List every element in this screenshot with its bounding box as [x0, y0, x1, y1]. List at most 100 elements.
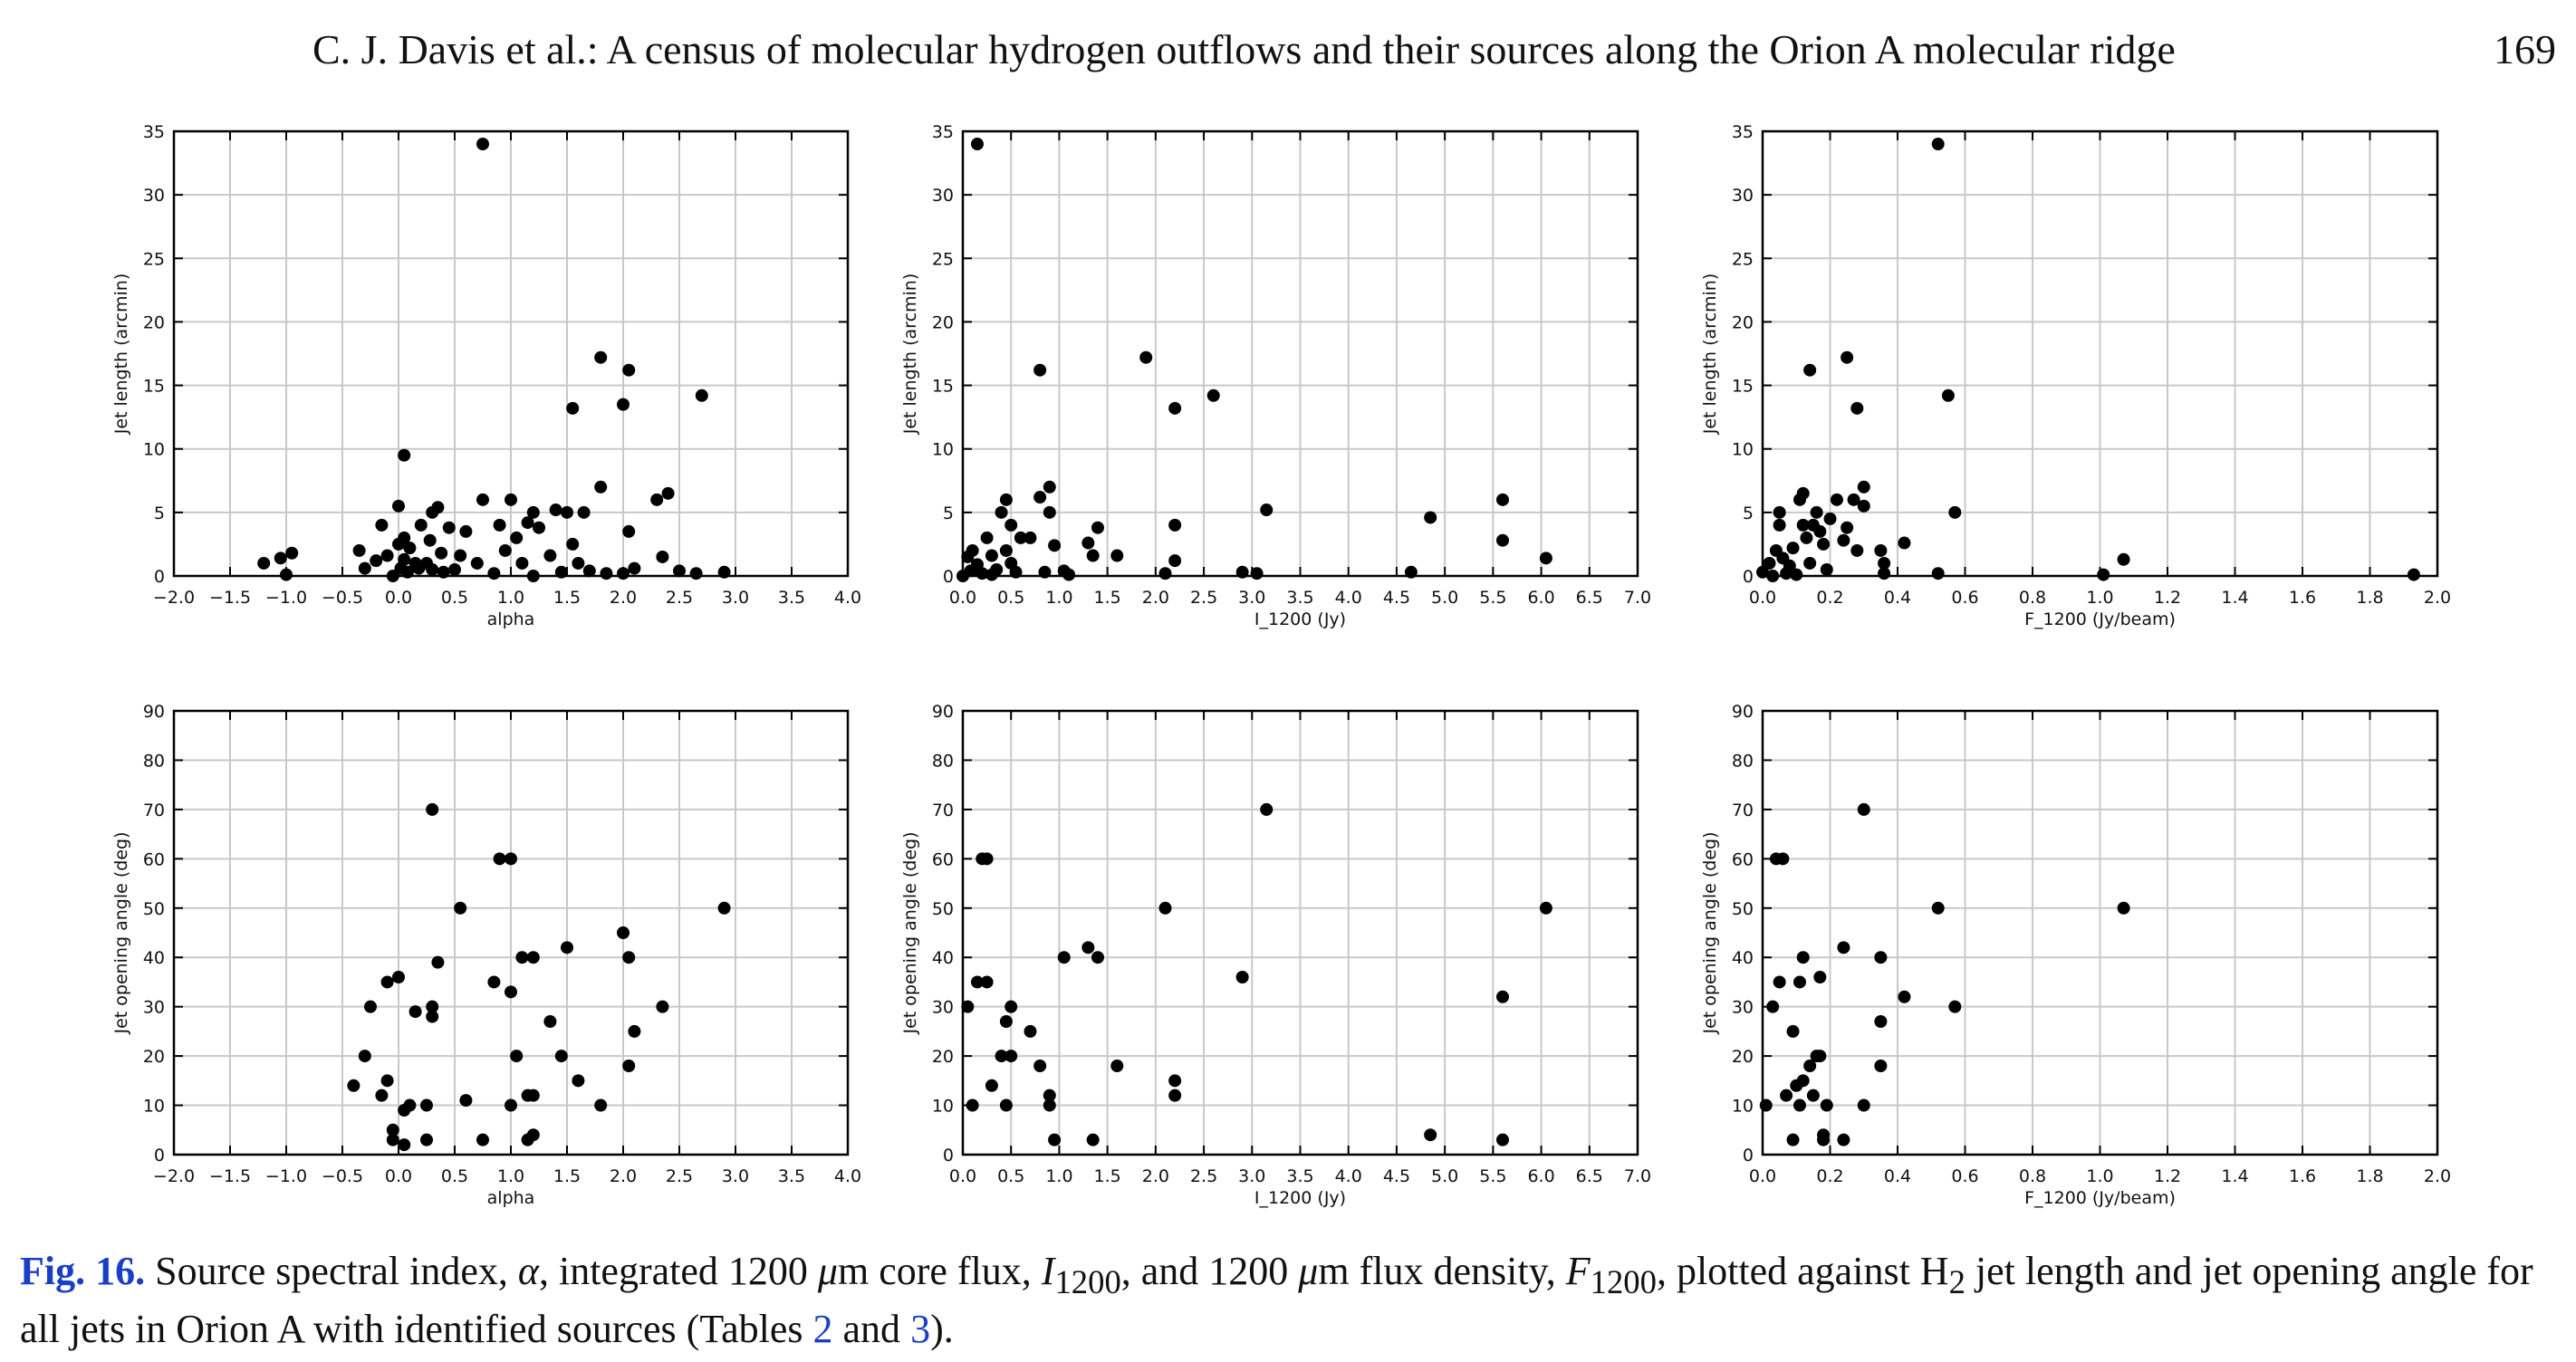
data-point: [420, 1133, 433, 1146]
x-tick-label: 4.0: [834, 588, 861, 608]
data-point: [985, 549, 998, 562]
data-point: [985, 1079, 998, 1092]
data-point: [622, 524, 636, 538]
data-point: [1168, 401, 1182, 415]
data-point: [400, 565, 414, 579]
data-point: [1235, 565, 1249, 579]
data-point: [628, 561, 641, 575]
figure-label[interactable]: Fig. 16.: [20, 1249, 146, 1293]
data-point: [1796, 1074, 1810, 1088]
x-tick-label: 1.0: [497, 588, 524, 608]
x-tick-label: 4.5: [1383, 588, 1410, 608]
x-axis-label: F_1200 (Jy/beam): [2024, 609, 2176, 629]
y-axis-label: Jet opening angle (deg): [111, 831, 131, 1034]
data-point: [617, 398, 630, 411]
data-point: [995, 1050, 1008, 1063]
data-point: [423, 533, 437, 547]
data-point: [1830, 493, 1843, 506]
x-tick-label: −1.0: [265, 588, 307, 608]
x-tick-label: 0.8: [2019, 588, 2046, 608]
page-number: 169: [2494, 26, 2556, 72]
y-tick-label: 50: [1732, 899, 1754, 919]
y-tick-label: 25: [143, 249, 165, 269]
data-point: [1024, 1024, 1037, 1038]
y-tick-label: 70: [143, 801, 165, 820]
data-point: [1766, 1000, 1780, 1013]
data-point: [1796, 518, 1810, 532]
data-point: [1817, 537, 1831, 551]
data-point: [1948, 1000, 1962, 1013]
table-ref-link[interactable]: 2: [812, 1306, 833, 1351]
table-ref-link[interactable]: 3: [910, 1306, 931, 1351]
data-point: [398, 448, 411, 462]
caption-text: m flux density,: [1318, 1249, 1566, 1293]
x-tick-label: −1.5: [209, 1166, 251, 1186]
data-point: [1496, 990, 1509, 1003]
data-point: [375, 1089, 389, 1102]
data-point: [1837, 941, 1850, 954]
x-tick-label: 2.0: [1142, 1166, 1169, 1186]
data-point: [1033, 491, 1047, 504]
data-point: [594, 350, 608, 364]
x-tick-label: 0.6: [1951, 1166, 1978, 1186]
x-tick-label: 0.0: [385, 588, 412, 608]
x-tick-label: 3.5: [1286, 1166, 1313, 1186]
caption-symbol: μ: [1298, 1249, 1319, 1293]
x-tick-label: 2.0: [2424, 1166, 2451, 1186]
data-point: [398, 552, 411, 566]
y-tick-label: 50: [143, 899, 165, 919]
data-point: [1496, 493, 1509, 506]
y-tick-label: 5: [154, 504, 165, 523]
data-point: [370, 554, 383, 568]
data-point: [1158, 567, 1172, 580]
data-point: [1841, 350, 1854, 364]
y-axis-label: Jet length (arcmin): [900, 273, 920, 436]
caption-text: and: [832, 1306, 911, 1351]
y-tick-label: 20: [1732, 1047, 1754, 1067]
x-tick-label: 7.0: [1624, 1166, 1651, 1186]
x-tick-label: 0.5: [441, 588, 468, 608]
data-point: [1948, 505, 1962, 519]
data-point: [622, 951, 636, 964]
data-point: [505, 1098, 517, 1112]
x-tick-label: 1.8: [2356, 588, 2383, 608]
x-tick-label: 3.5: [1286, 588, 1313, 608]
data-point: [1878, 567, 1891, 580]
y-axis-label: Jet opening angle (deg): [1700, 831, 1720, 1034]
data-point: [1773, 505, 1786, 519]
data-point: [1874, 951, 1888, 964]
data-point: [526, 570, 540, 582]
x-tick-label: 0.0: [1749, 1166, 1776, 1186]
caption-subscript: 2: [1948, 1262, 1966, 1300]
x-tick-label: 1.5: [553, 588, 581, 608]
data-point: [386, 570, 399, 582]
data-point: [1081, 941, 1095, 954]
y-tick-label: 0: [154, 567, 165, 587]
data-point: [380, 975, 394, 989]
data-point: [1941, 388, 1955, 402]
data-point: [1014, 531, 1027, 544]
data-point: [656, 550, 669, 563]
y-tick-label: 10: [143, 1097, 165, 1117]
caption-symbol: α: [517, 1249, 539, 1293]
x-tick-label: −0.5: [322, 588, 363, 608]
data-point: [1009, 565, 1023, 579]
data-point: [1158, 901, 1172, 915]
data-point: [257, 556, 271, 570]
data-point: [673, 564, 686, 578]
x-tick-label: 0.6: [1951, 588, 1978, 608]
x-tick-label: 0.0: [949, 1166, 976, 1186]
data-point: [420, 1098, 433, 1112]
data-point: [1539, 901, 1552, 915]
y-tick-label: 30: [143, 186, 165, 206]
x-tick-label: 1.4: [2221, 588, 2248, 608]
y-tick-label: 10: [1732, 1097, 1754, 1117]
data-point: [1260, 802, 1274, 816]
figure-caption: Fig. 16. Source spectral index, α, integ…: [20, 1248, 2556, 1353]
x-tick-label: 1.5: [1094, 1166, 1121, 1186]
x-tick-label: 5.0: [1431, 588, 1458, 608]
y-tick-label: 80: [143, 751, 165, 771]
data-point: [1110, 549, 1124, 562]
x-tick-label: 0.4: [1884, 588, 1911, 608]
caption-symbol: I: [1041, 1249, 1055, 1293]
